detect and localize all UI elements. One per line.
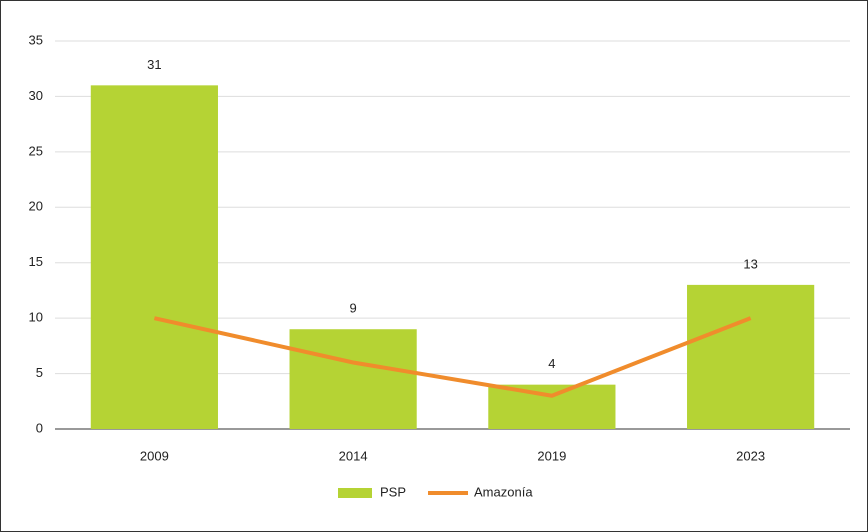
data-label: 13 [743,256,757,271]
data-label: 31 [147,57,161,72]
legend-label: Amazonía [474,484,533,499]
y-tick-label: 30 [29,88,43,103]
line [153,316,752,398]
x-tick-label: 2019 [537,448,566,463]
bar [289,329,417,429]
bar [687,284,815,429]
x-tick-label: 2009 [140,448,169,463]
y-tick-label: 20 [29,199,43,214]
legend-swatch [338,488,372,498]
y-tick-label: 15 [29,254,43,269]
data-label: 4 [548,356,555,371]
y-tick-label: 25 [29,143,43,158]
bar [488,384,616,429]
y-tick-label: 5 [36,365,43,380]
x-tick-label: 2023 [736,448,765,463]
legend-label: PSP [380,484,406,499]
data-label: 9 [350,301,357,316]
x-tick-label: 2014 [339,448,368,463]
bar [90,85,218,429]
y-tick-label: 10 [29,310,43,325]
y-tick-label: 35 [29,32,43,47]
y-tick-label: 0 [36,420,43,435]
